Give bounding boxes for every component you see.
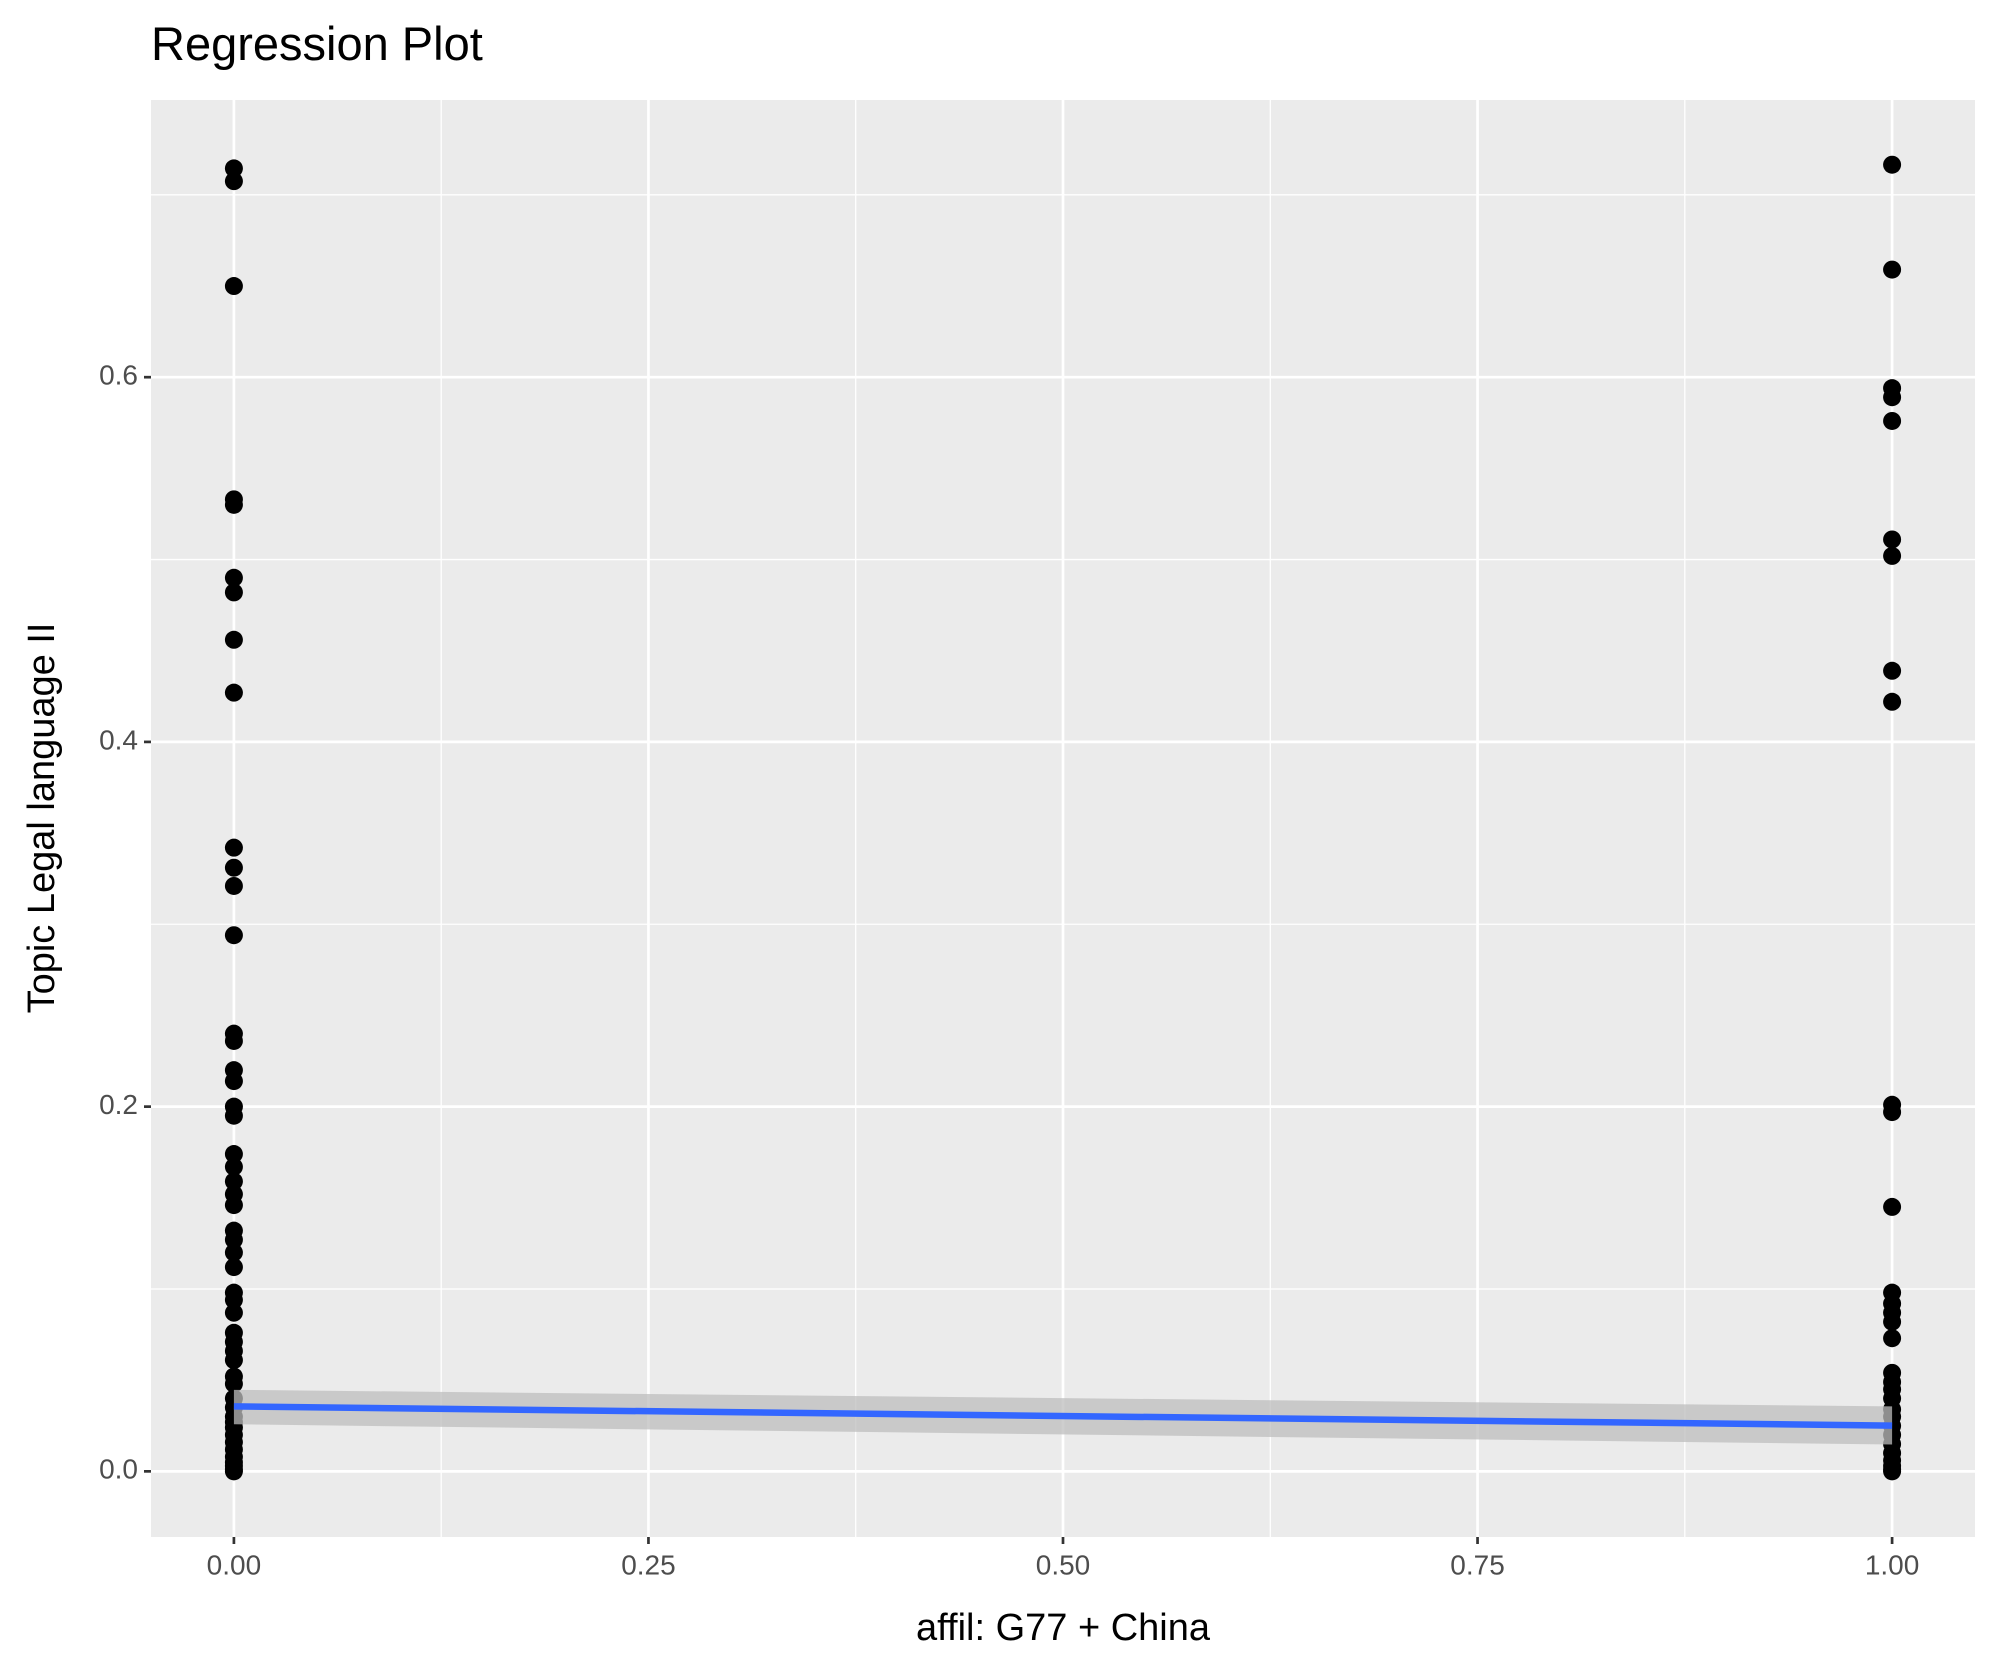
data-point (1883, 692, 1902, 711)
data-point (224, 838, 243, 857)
data-point (224, 277, 243, 296)
data-point (1883, 411, 1902, 430)
data-point (224, 583, 243, 602)
data-point (224, 172, 243, 191)
data-point (224, 1196, 243, 1215)
data-point (224, 1290, 243, 1309)
data-point (1883, 155, 1902, 174)
x-tick-label: 1.00 (1865, 1549, 1920, 1580)
data-point (224, 568, 243, 587)
data-point (1883, 1329, 1902, 1348)
data-point (224, 926, 243, 945)
data-point (224, 1031, 243, 1050)
data-point (1883, 1312, 1902, 1331)
data-point (1883, 1103, 1902, 1122)
y-tick-label: 0.4 (99, 724, 138, 755)
data-point (224, 1462, 243, 1481)
data-point (224, 1172, 243, 1191)
data-point (224, 858, 243, 877)
data-point (224, 683, 243, 702)
data-point (224, 1157, 243, 1176)
y-tick-label: 0.2 (99, 1089, 138, 1120)
x-tick-label: 0.00 (207, 1549, 262, 1580)
data-point (224, 1230, 243, 1249)
x-axis-title: affil: G77 + China (916, 1607, 1211, 1649)
data-point (1883, 530, 1902, 549)
data-point (1883, 1197, 1902, 1216)
data-point (224, 1374, 243, 1393)
data-point (224, 495, 243, 514)
y-tick-label: 0.0 (99, 1454, 138, 1485)
data-point (1883, 260, 1902, 279)
chart-title: Regression Plot (151, 17, 483, 70)
data-point (224, 1145, 243, 1164)
data-point (1883, 388, 1902, 407)
data-point (224, 159, 243, 178)
x-tick-label: 0.75 (1450, 1549, 1505, 1580)
data-point (224, 1243, 243, 1262)
x-tick-label: 0.50 (1036, 1549, 1091, 1580)
x-tick-label: 0.25 (621, 1549, 676, 1580)
data-point (224, 630, 243, 649)
data-point (224, 1303, 243, 1322)
data-point (224, 876, 243, 895)
data-point (1883, 546, 1902, 565)
y-axis-title: Topic Legal language II (21, 623, 63, 1014)
data-point (224, 1106, 243, 1125)
data-point (1883, 661, 1902, 680)
data-point (224, 1351, 243, 1370)
regression-line (233, 1403, 1893, 1429)
y-tick-label: 0.6 (99, 360, 138, 391)
data-point (224, 1258, 243, 1277)
data-point (224, 1072, 243, 1091)
data-point (1883, 1462, 1902, 1481)
